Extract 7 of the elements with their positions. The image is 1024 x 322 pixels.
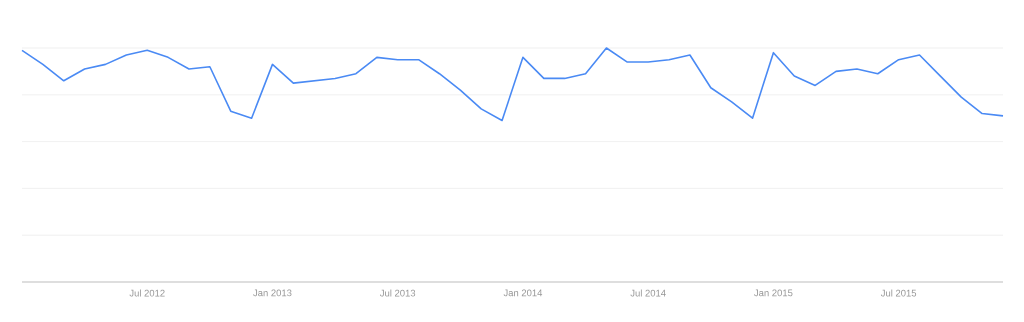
x-tick-label: Jul 2014 <box>630 289 666 297</box>
x-tick-label: Jan 2013 <box>253 289 292 297</box>
x-tick-label: Jul 2012 <box>129 289 165 297</box>
x-tick-label: Jul 2015 <box>880 289 917 297</box>
x-tick-label: Jan 2015 <box>754 289 793 297</box>
x-tick-label: Jul 2013 <box>379 289 416 297</box>
x-tick-label: Jan 2014 <box>503 289 543 297</box>
